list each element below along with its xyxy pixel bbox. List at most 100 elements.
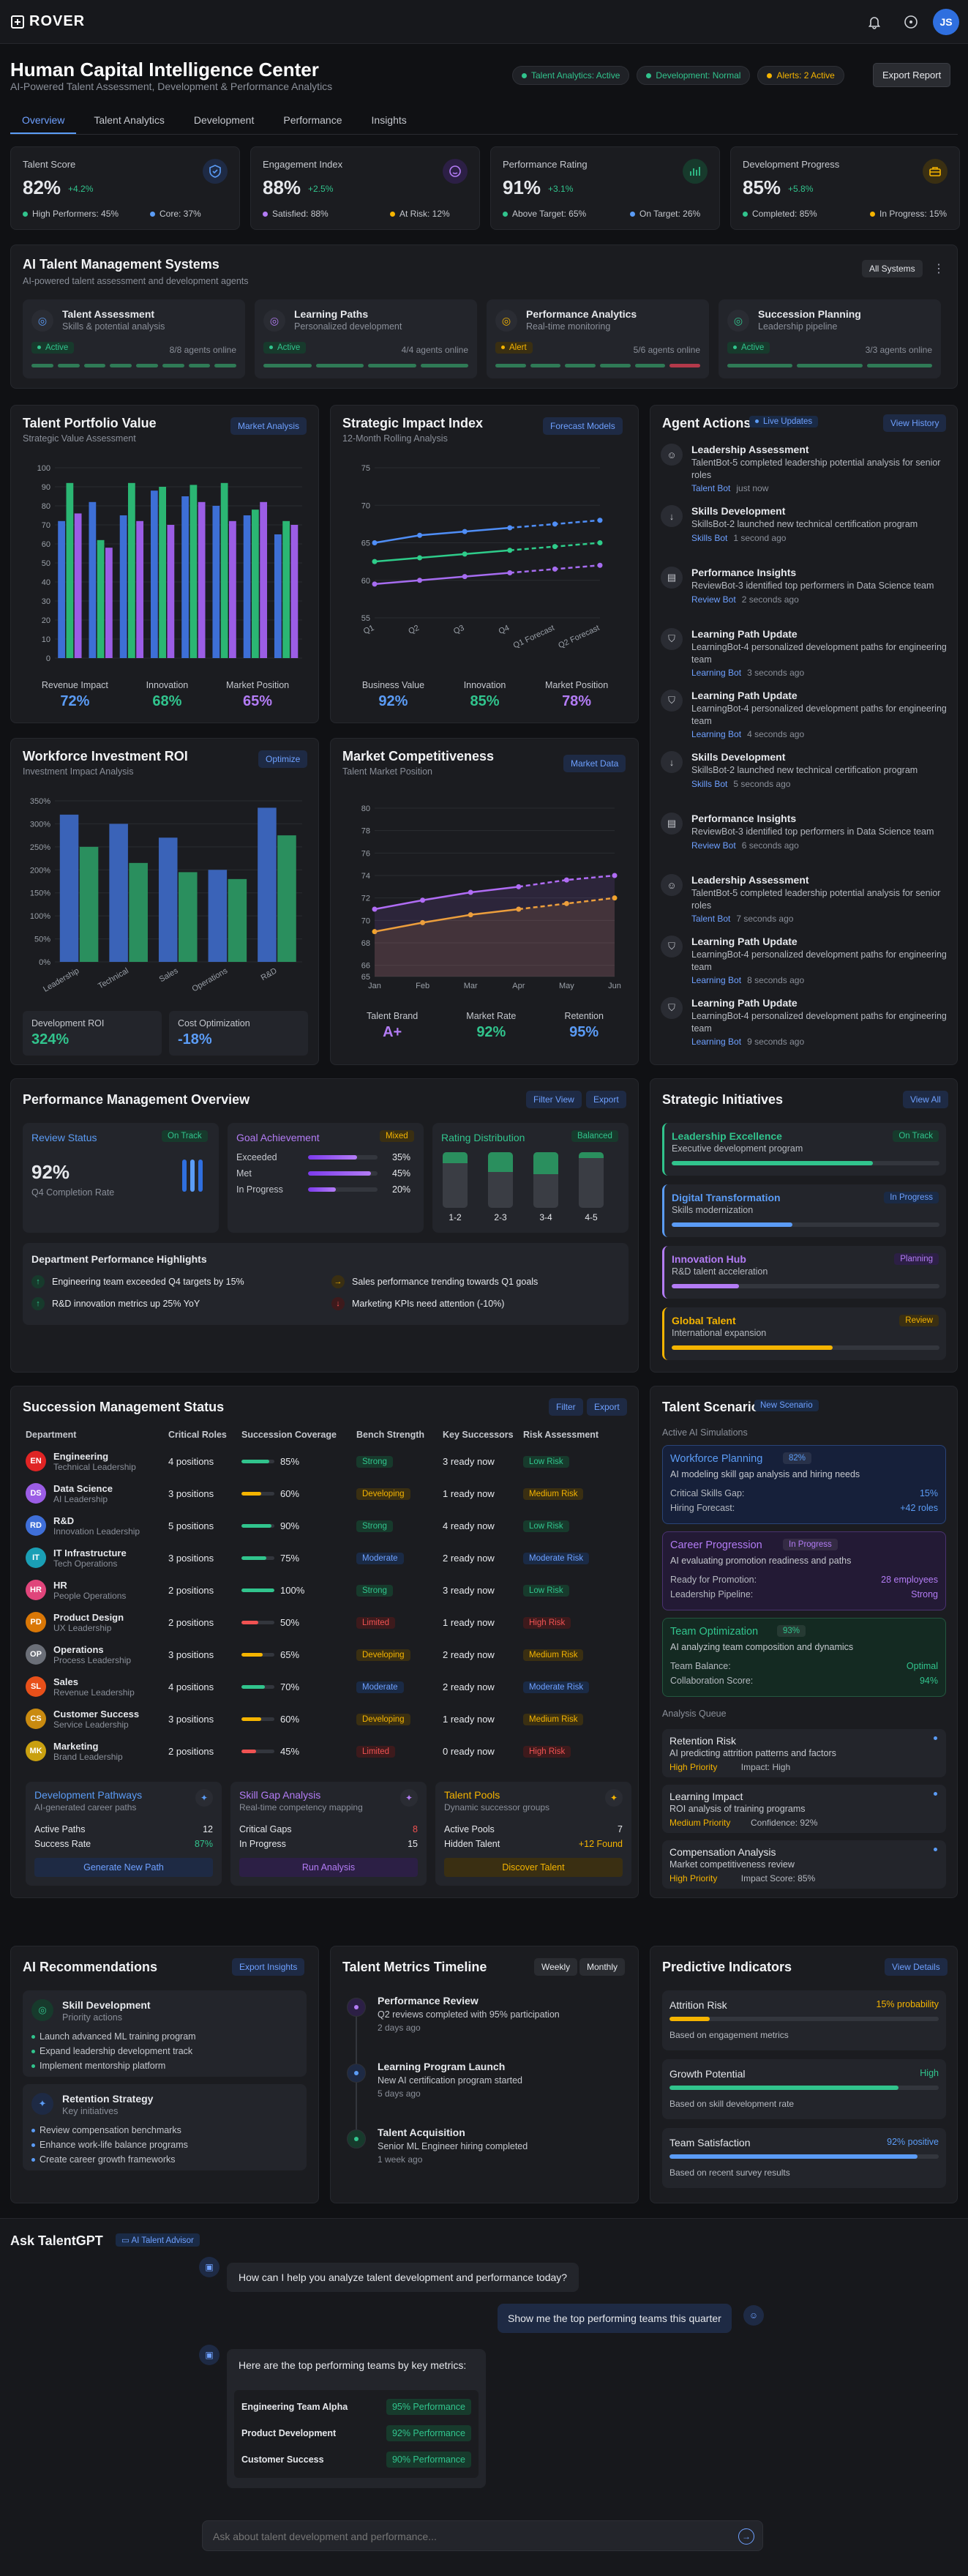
- ai-system-card[interactable]: ◎ Performance Analytics Real-time monitori…: [487, 299, 709, 378]
- simulation-card[interactable]: Workforce Planning 82% AI modeling skill g…: [662, 1445, 946, 1524]
- forecast-models-button[interactable]: Forecast Models: [543, 417, 623, 435]
- table-row[interactable]: CS Customer Success Service Leadership 3 po…: [26, 1703, 626, 1735]
- ai-system-card[interactable]: ◎ Learning Paths Personalized development A…: [255, 299, 477, 378]
- tab-overview[interactable]: Overview: [10, 110, 77, 134]
- tab-bar: Overview Talent Analytics Development Perfo…: [10, 110, 958, 135]
- card-action-button[interactable]: Generate New Path: [34, 1858, 213, 1877]
- queue-item[interactable]: Retention Risk AI predicting attrition pa…: [662, 1729, 946, 1777]
- more-options-icon[interactable]: ⋮: [933, 263, 945, 275]
- queue-item[interactable]: Compensation Analysis Market competitiven…: [662, 1840, 946, 1889]
- bullet-text: Create career growth frameworks: [40, 2154, 176, 2165]
- coverage-bar: [241, 1491, 274, 1496]
- view-details-button[interactable]: View Details: [885, 1958, 948, 1976]
- agent-action-item[interactable]: ☺ Leadership Assessment TalentBot-5 comple…: [661, 444, 950, 502]
- ai-system-agents: 5/6 agents online: [633, 345, 700, 355]
- filter-view-button[interactable]: Filter View: [526, 1091, 582, 1108]
- all-systems-button[interactable]: All Systems: [862, 260, 923, 277]
- table-row[interactable]: EN Engineering Technical Leadership 4 posit…: [26, 1445, 626, 1477]
- initiative-card[interactable]: Digital Transformation Skills modernizati…: [662, 1184, 946, 1237]
- agent-action-item[interactable]: ▤ Performance Insights ReviewBot-3 identif…: [661, 567, 950, 625]
- bench-cell: Strong: [356, 1584, 443, 1597]
- queue-priority: High Priority: [669, 1762, 718, 1772]
- assistant-message: How can I help you analyze talent develo…: [227, 2263, 579, 2292]
- market-analysis-button[interactable]: Market Analysis: [230, 417, 307, 435]
- ai-system-status-label: Active: [277, 343, 301, 352]
- risk-cell: Medium Risk: [523, 1713, 626, 1725]
- tab-development[interactable]: Development: [193, 114, 255, 126]
- new-scenario-button[interactable]: New Scenario: [754, 1400, 819, 1411]
- table-row[interactable]: DS Data Science AI Leadership 3 positions 60…: [26, 1477, 626, 1509]
- card-action-button[interactable]: Run Analysis: [239, 1858, 418, 1877]
- tab-performance[interactable]: Performance: [283, 114, 342, 126]
- view-history-button[interactable]: View History: [883, 414, 947, 432]
- predictive-panel: Predictive Indicators View Details Attri…: [650, 1946, 958, 2203]
- initiative-card[interactable]: Innovation Hub R&D talent acceleration Pla…: [662, 1246, 946, 1299]
- optimize-button[interactable]: Optimize: [258, 750, 308, 768]
- card-action-button[interactable]: Discover Talent: [444, 1858, 623, 1877]
- send-icon[interactable]: →: [738, 2528, 754, 2545]
- initiative-desc: Skills modernization: [672, 1205, 754, 1215]
- succession-export-button[interactable]: Export: [587, 1398, 627, 1416]
- card-row-label: Critical Gaps: [239, 1824, 292, 1834]
- table-row[interactable]: RD R&D Innovation Leadership 5 positions 90%…: [26, 1509, 626, 1542]
- area-fill: [375, 876, 615, 977]
- ai-system-card[interactable]: ◎ Succession Planning Leadership pipeline A…: [719, 299, 941, 378]
- agent-action-item[interactable]: ☺ Leadership Assessment TalentBot-5 comple…: [661, 874, 950, 933]
- agent-action-item[interactable]: ▤ Performance Insights ReviewBot-3 identif…: [661, 813, 950, 871]
- queue-item[interactable]: Learning Impact ROI analysis of training …: [662, 1785, 946, 1833]
- timeline-desc: Q2 reviews completed with 95% participat…: [378, 2009, 560, 2020]
- briefcase-icon: ✦: [605, 1789, 623, 1807]
- y-tick-label: 60: [361, 577, 370, 586]
- stat-dot: [503, 212, 508, 217]
- table-row[interactable]: IT IT Infrastructure Tech Operations 3 posi…: [26, 1542, 626, 1574]
- agent-action-item[interactable]: ⛉ Learning Path Update LearningBot-4 perso…: [661, 690, 950, 748]
- kpi-stat: On Target: 26%: [630, 209, 700, 219]
- view-all-button[interactable]: View All: [903, 1091, 948, 1108]
- initiative-card[interactable]: Leadership Excellence Executive developme…: [662, 1123, 946, 1176]
- monthly-button[interactable]: Monthly: [579, 1958, 626, 1976]
- bench-strength: Limited: [356, 1616, 396, 1629]
- table-row[interactable]: MK Marketing Brand Leadership 2 positions 45…: [26, 1735, 626, 1767]
- bar: [74, 513, 82, 658]
- weekly-button[interactable]: Weekly: [534, 1958, 578, 1976]
- table-row[interactable]: PD Product Design UX Leadership 2 positions…: [26, 1606, 626, 1638]
- tab-insights[interactable]: Insights: [371, 114, 407, 126]
- table-row[interactable]: HR HR People Operations 2 positions 100% Stro…: [26, 1574, 626, 1606]
- table-row[interactable]: SL Sales Revenue Leadership 4 positions 70% M…: [26, 1670, 626, 1703]
- simulation-card[interactable]: Career Progression In Progress AI evaluati…: [662, 1531, 946, 1610]
- market-data-button[interactable]: Market Data: [563, 755, 626, 772]
- metric-label: Market Rate: [466, 1011, 517, 1021]
- chat-input-box[interactable]: →: [202, 2520, 763, 2551]
- ai-system-card[interactable]: ◎ Talent Assessment Skills & potential ana…: [23, 299, 245, 378]
- bell-icon[interactable]: [867, 15, 882, 31]
- book-icon: ◎: [263, 310, 285, 332]
- agent-action-item[interactable]: ⛉ Learning Path Update LearningBot-4 perso…: [661, 936, 950, 994]
- portfolio-subtitle: Strategic Value Assessment: [23, 433, 136, 444]
- department-sub: UX Leadership: [53, 1622, 112, 1633]
- simulation-card[interactable]: Team Optimization 93% AI analyzing team co…: [662, 1618, 946, 1697]
- ai-system-desc: Real-time monitoring: [526, 321, 611, 332]
- bar: [220, 482, 228, 658]
- agent-action-item[interactable]: ↓ Skills Development SkillsBot-2 launched …: [661, 505, 950, 564]
- export-insights-button[interactable]: Export Insights: [232, 1958, 305, 1976]
- tab-talent-analytics[interactable]: Talent Analytics: [94, 114, 165, 126]
- avatar[interactable]: JS: [933, 9, 959, 35]
- performance-export-button[interactable]: Export: [586, 1091, 626, 1108]
- agent-action-item[interactable]: ↓ Skills Development SkillsBot-2 launched …: [661, 751, 950, 810]
- recommendation-bullet: Launch advanced ML training program: [31, 2031, 196, 2042]
- logo[interactable]: ROVER: [10, 13, 85, 30]
- ai-advisor-badge: ▭ AI Talent Advisor: [116, 2233, 200, 2247]
- team-name: Customer Success: [241, 2454, 324, 2465]
- department-cell: CS Customer Success Service Leadership: [26, 1709, 168, 1730]
- agent-action-item[interactable]: ⛉ Learning Path Update LearningBot-4 perso…: [661, 628, 950, 687]
- help-icon[interactable]: [904, 15, 918, 31]
- chat-input[interactable]: [213, 2528, 710, 2545]
- succession-filter-button[interactable]: Filter: [549, 1398, 583, 1416]
- initiative-card[interactable]: Global Talent International expansion Revi…: [662, 1307, 946, 1360]
- agent-action-item[interactable]: ⛉ Learning Path Update LearningBot-4 perso…: [661, 997, 950, 1056]
- table-row[interactable]: OP Operations Process Leadership 3 position…: [26, 1638, 626, 1670]
- goal-achievement-card: Goal Achievement Mixed Exceeded 35% Met 45%…: [228, 1123, 424, 1233]
- card-row-label: Hidden Talent: [444, 1839, 500, 1849]
- export-report-button[interactable]: Export Report: [873, 63, 951, 87]
- smile-icon: [443, 159, 468, 184]
